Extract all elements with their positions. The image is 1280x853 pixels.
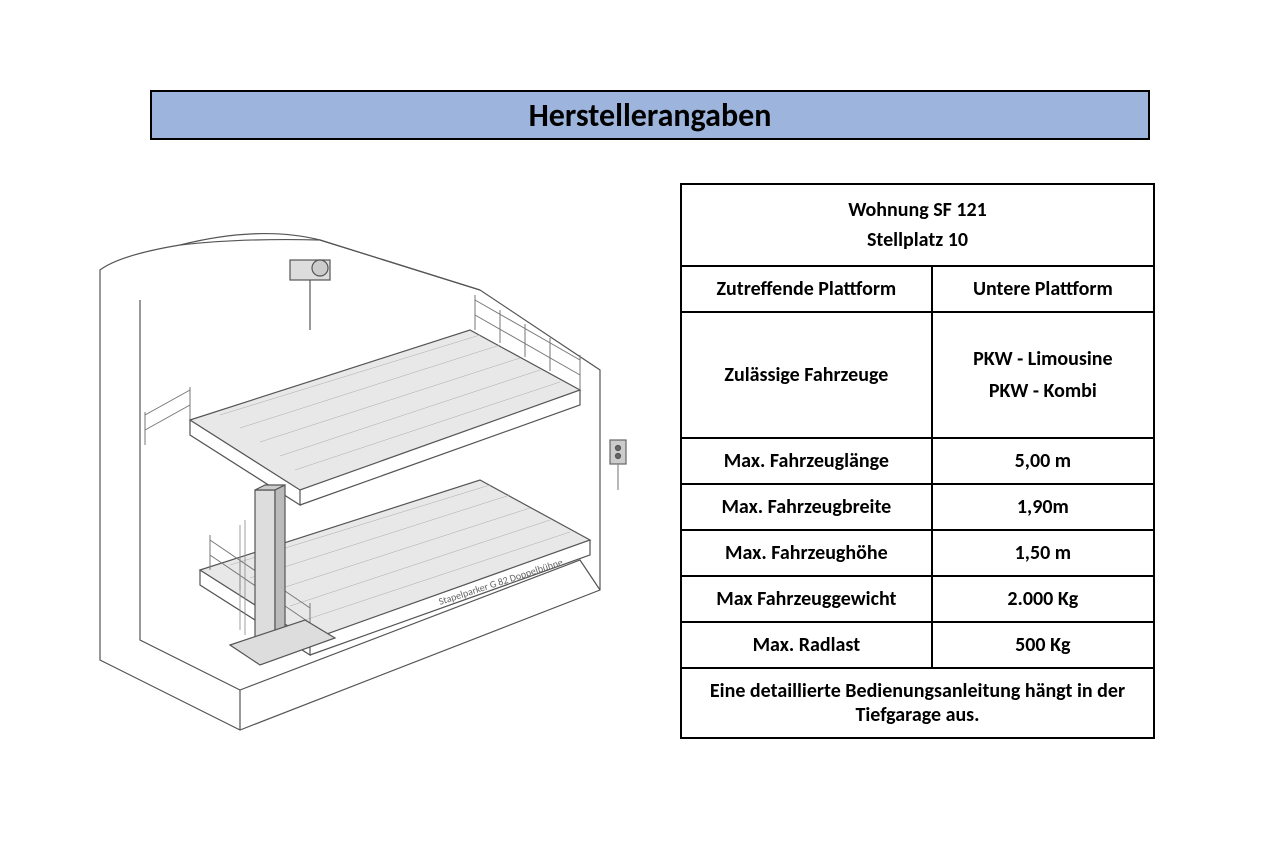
specifications-table: Wohnung SF 121 Stellplatz 10 Zutreffende…: [680, 183, 1155, 739]
row-value: PKW - Limousine PKW - Kombi: [932, 312, 1154, 438]
page-title: Herstellerangaben: [529, 96, 772, 135]
row-value: 1,90m: [932, 484, 1154, 530]
row-label: Max. Fahrzeuglänge: [681, 438, 932, 484]
table-row: Max. Fahrzeuglänge 5,00 m: [681, 438, 1154, 484]
table-footer: Eine detaillierte Bedienungsanleitung hä…: [681, 668, 1154, 738]
header-line2: Stellplatz 10: [867, 228, 968, 252]
row-value: 500 Kg: [932, 622, 1154, 668]
row-label: Zutreffende Plattform: [681, 266, 932, 312]
title-bar: Herstellerangaben: [150, 90, 1150, 140]
table-row: Zutreffende Plattform Untere Plattform: [681, 266, 1154, 312]
row-label: Zulässige Fahrzeuge: [681, 312, 932, 438]
table-row: Max Fahrzeuggewicht 2.000 Kg: [681, 576, 1154, 622]
row-label: Max. Fahrzeughöhe: [681, 530, 932, 576]
header-line1: Wohnung SF 121: [848, 198, 987, 222]
table-row: Max. Radlast 500 Kg: [681, 622, 1154, 668]
table-row: Max. Fahrzeugbreite 1,90m: [681, 484, 1154, 530]
row-value: Untere Plattform: [932, 266, 1154, 312]
row-value: 1,50 m: [932, 530, 1154, 576]
parking-system-diagram: Stapelparker G 82 Doppelbühne: [60, 190, 640, 750]
row-label: Max Fahrzeuggewicht: [681, 576, 932, 622]
row-label: Max. Fahrzeugbreite: [681, 484, 932, 530]
row-label: Max. Radlast: [681, 622, 932, 668]
table-row: Max. Fahrzeughöhe 1,50 m: [681, 530, 1154, 576]
row-value: 2.000 Kg: [932, 576, 1154, 622]
table-row: Zulässige Fahrzeuge PKW - Limousine PKW …: [681, 312, 1154, 438]
row-value: 5,00 m: [932, 438, 1154, 484]
table-header: Wohnung SF 121 Stellplatz 10: [681, 184, 1154, 266]
